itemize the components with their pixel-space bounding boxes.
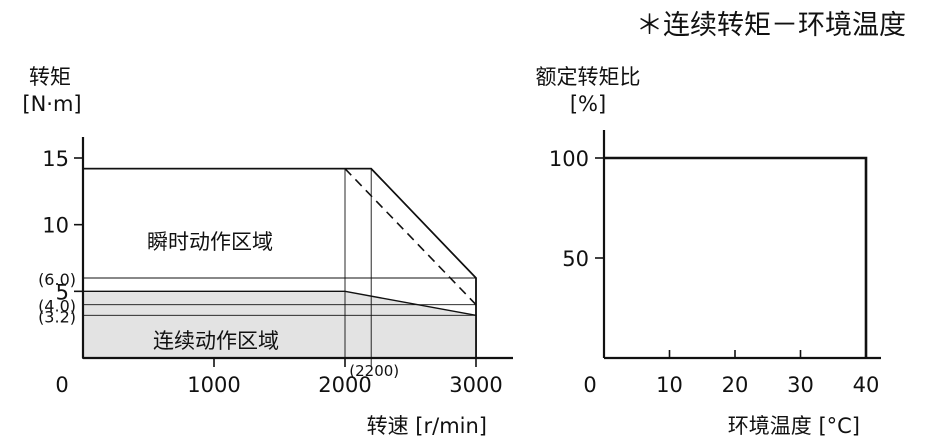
y-tick-label: 10 [42,214,69,238]
y-tick-label: 5 [56,280,69,304]
series-line [604,156,868,358]
x-tick-label: 20 [722,373,749,397]
y-value-label: (3.2) [38,307,76,326]
dashed-limit-line [344,168,477,306]
y-value-label: (6.0) [38,270,76,289]
y-value-label: (4.0) [38,297,76,316]
y-tick-label: 100 [549,147,589,171]
y-tick-label: 15 [42,147,69,171]
continuous-region-label: 连续动作区域 [153,329,279,353]
x-tick-label: 3000 [449,373,502,397]
chart-marks: 50 100 0 10 20 30 40 [549,130,881,397]
x-axis-label: 环境温度 [°C] [728,414,860,438]
page-title: ＊连续转矩－环境温度 [636,10,906,41]
instant-region-label: 瞬时动作区域 [147,230,273,254]
x-axis-label: 转速 [r/min] [367,414,487,438]
x-value-label: (2200) [349,362,399,380]
y-tick-label: 50 [562,247,589,271]
x-tick-label: 30 [787,373,814,397]
torque-ratio-temperature-chart: 额定转矩比 [%] 环境温度 [°C] 50 100 0 10 20 30 40 [536,65,881,438]
instant-region-boundary [83,167,477,358]
x-tick-label: 10 [656,373,683,397]
y-axis-label-line1: 转矩 [29,65,71,89]
x-tick-label: 2000 [318,373,371,397]
x-tick-label: 1000 [187,373,240,397]
y-axis-label-line2: [N·m] [22,92,81,116]
y-axis-label-line1: 额定转矩比 [536,65,641,89]
y-axis-label-line2: [%] [570,92,606,116]
chart-marks: 5 10 15 (6.0) (4.0)(3.2) 0 1000 2000 3000 (2200) 瞬… [38,137,513,397]
x-tick-label: 0 [55,373,68,397]
x-tick-label: 40 [853,373,880,397]
x-tick-label: 0 [583,373,596,397]
torque-speed-chart: 转矩 [N·m] 转速 [r/min] 5 10 15 (6.0) (4.0)(3.2)… [22,65,513,438]
